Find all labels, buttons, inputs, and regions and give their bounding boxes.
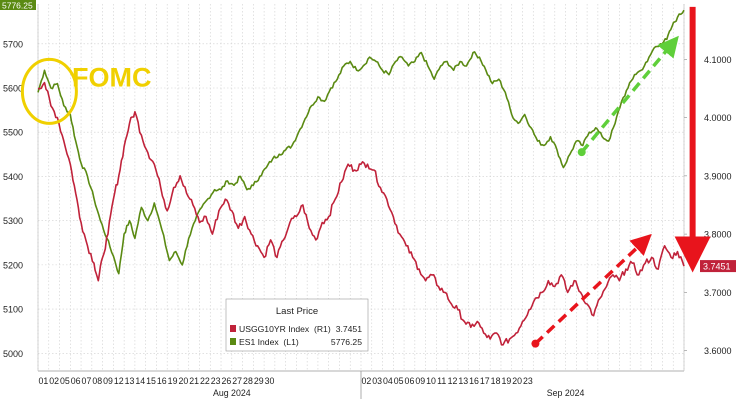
x-tick-label: 16	[157, 376, 167, 386]
x-tick-label: 22	[200, 376, 210, 386]
right-tick-label: 4.0000	[704, 113, 732, 123]
red-dashed-arrow	[534, 233, 652, 345]
green-dashed-arrow	[580, 35, 679, 154]
x-tick-label: 01	[38, 376, 48, 386]
x-tick-label: 12	[448, 376, 458, 386]
x-tick-label: 23	[211, 376, 221, 386]
es1-top-value-tag: 5776.25	[2, 1, 33, 11]
legend-entry-es1-value: 5776.25	[331, 337, 362, 347]
left-tick-label: 5100	[3, 305, 23, 315]
x-tick-label: 21	[189, 376, 199, 386]
x-tick-label: 15	[146, 376, 156, 386]
legend-swatch-usgg10yr	[230, 325, 236, 332]
legend-title: Last Price	[276, 306, 318, 317]
series-lines	[37, 9, 685, 346]
x-tick-label: 18	[491, 376, 501, 386]
left-tick-label: 5300	[3, 216, 23, 226]
x-tick-label: 29	[254, 376, 264, 386]
x-tick-label: 07	[82, 376, 92, 386]
x-tick-label: 19	[168, 376, 178, 386]
x-tick-label: 16	[469, 376, 479, 386]
right-tick-label: 3.9000	[704, 171, 732, 181]
left-tick-label: 5000	[3, 349, 23, 359]
x-tick-label: 02	[49, 376, 59, 386]
left-tick-label: 5700	[3, 39, 23, 49]
series-line-es1	[37, 9, 685, 275]
left-axis: 5000 5100 5200 5300 5400 5500 5600 5700	[3, 39, 23, 359]
x-tick-label: 27	[232, 376, 242, 386]
x-month-label: Sep 2024	[547, 388, 585, 398]
x-tick-label: 04	[383, 376, 393, 386]
legend-entry-usgg10yr-name: USGG10YR Index (R1)	[239, 324, 331, 334]
series-line-usgg10yr	[37, 81, 685, 346]
x-axis: 01 02 05 06 07 08 09 12 13 14 15 16 19 20 21 22 23 26 27 28…	[37, 4, 685, 399]
value-tags: 5776.25 3.7451	[0, 0, 736, 273]
legend-entry-es1-name: ES1 Index (L1)	[239, 337, 299, 347]
legend-box	[225, 298, 369, 352]
legend: Last Price USGG10YR Index (R1) 3.7451 ES…	[225, 298, 369, 352]
x-tick-label: 14	[135, 376, 145, 386]
x-month-label: Aug 2024	[213, 388, 251, 398]
left-tick-label: 5200	[3, 260, 23, 270]
annotations: FOMC	[20, 6, 711, 348]
x-tick-label: 10	[426, 376, 436, 386]
x-tick-label: 13	[458, 376, 468, 386]
left-tick-label: 5400	[3, 172, 23, 182]
usgg10yr-last-value-tag-bg	[700, 260, 736, 273]
x-tick-label: 05	[60, 376, 70, 386]
right-tick-label: 3.6000	[704, 346, 732, 356]
x-tick-label: 06	[405, 376, 415, 386]
x-tick-label: 08	[92, 376, 102, 386]
usgg10yr-last-value-tag: 3.7451	[703, 262, 731, 272]
x-tick-label: 30	[265, 376, 275, 386]
fomc-circle	[20, 57, 78, 125]
x-tick-label: 11	[437, 376, 446, 386]
legend-entry-usgg10yr-value: 3.7451	[336, 324, 363, 334]
x-tick-label: 28	[243, 376, 253, 386]
x-tick-label: 03	[372, 376, 382, 386]
x-tick-label: 02	[361, 376, 371, 386]
x-tick-label: 23	[523, 376, 533, 386]
x-tick-label: 09	[415, 376, 425, 386]
x-tick-label: 09	[103, 376, 113, 386]
x-tick-label: 13	[125, 376, 135, 386]
fomc-label: FOMC	[72, 62, 151, 92]
left-tick-label: 5500	[3, 128, 23, 138]
legend-swatch-es1	[230, 338, 236, 345]
left-tick-label: 5600	[3, 84, 23, 94]
x-tick-label: 20	[178, 376, 188, 386]
x-tick-label: 17	[480, 376, 490, 386]
x-tick-label: 19	[501, 376, 511, 386]
x-tick-label: 26	[222, 376, 232, 386]
right-tick-label: 3.8000	[704, 230, 732, 240]
right-tick-label: 3.7000	[704, 288, 732, 298]
x-tick-label: 05	[394, 376, 404, 386]
right-tick-label: 4.1000	[704, 55, 732, 65]
right-axis: 3.6000 3.7000 3.8000 3.9000 4.0000 4.1000	[684, 55, 732, 356]
es1-top-value-tag-bg	[0, 0, 36, 10]
x-tick-label: 12	[114, 376, 124, 386]
x-tick-label: 20	[512, 376, 522, 386]
x-tick-label: 06	[71, 376, 81, 386]
